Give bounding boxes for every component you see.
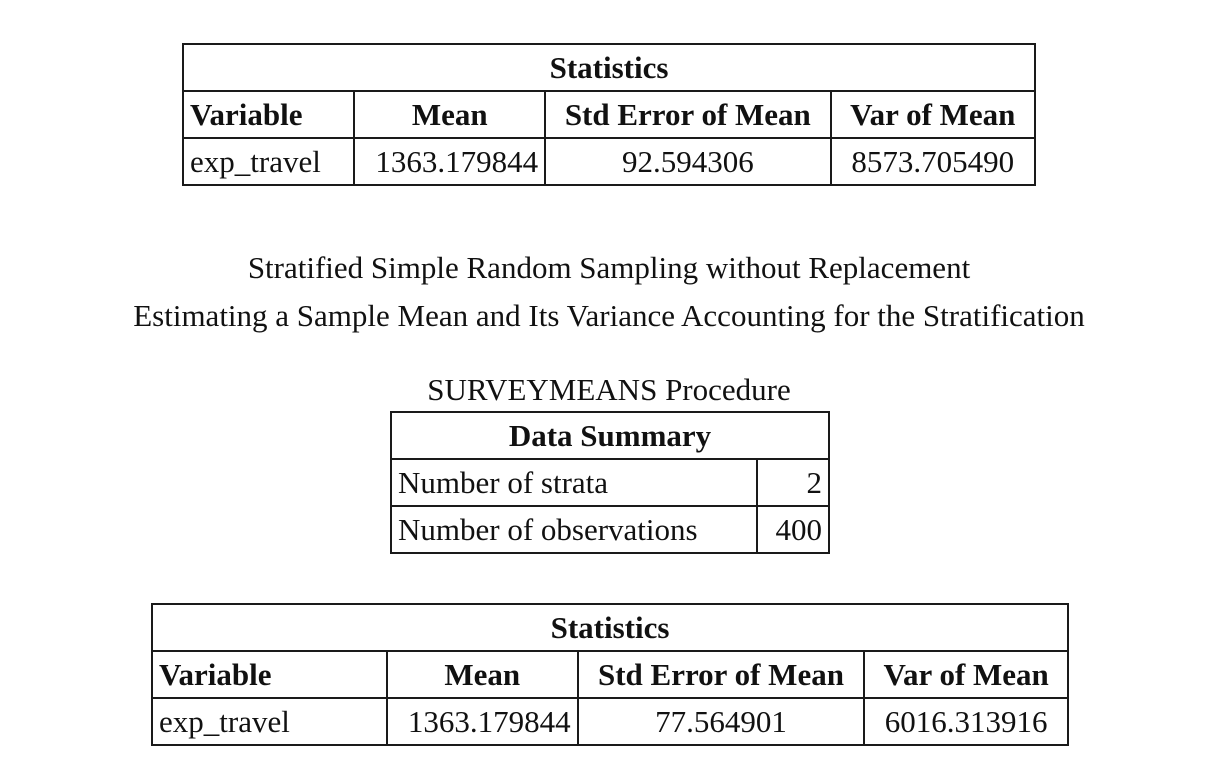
column-header-variable: Variable bbox=[181, 90, 356, 139]
table-title: Statistics bbox=[151, 603, 1069, 652]
report-title: Stratified Simple Random Sampling withou… bbox=[247, 250, 971, 285]
cell-std-error: 77.564901 bbox=[576, 697, 866, 746]
table-row: exp_travel 1363.179844 92.594306 8573.70… bbox=[181, 137, 1037, 186]
statistics-table-stratified: Statistics Variable Mean Std Error of Me… bbox=[151, 603, 1069, 746]
table-row: exp_travel 1363.179844 77.564901 6016.31… bbox=[151, 697, 1069, 746]
column-header-std-error: Std Error of Mean bbox=[544, 90, 832, 139]
summary-value-strata: 2 bbox=[756, 458, 830, 507]
statistics-table-srs: Statistics Variable Mean Std Error of Me… bbox=[181, 43, 1037, 186]
summary-label-strata: Number of strata bbox=[389, 458, 759, 507]
table-title: Data Summary bbox=[390, 411, 830, 460]
table-row: Number of observations 400 bbox=[389, 505, 830, 554]
column-header-std-error: Std Error of Mean bbox=[576, 650, 866, 699]
cell-variable: exp_travel bbox=[181, 137, 356, 186]
table-title-row: Statistics bbox=[182, 43, 1036, 92]
cell-var-of-mean: 6016.313916 bbox=[863, 697, 1069, 746]
table-header-row: Variable Mean Std Error of Mean Var of M… bbox=[151, 650, 1069, 699]
cell-var-of-mean: 8573.705490 bbox=[829, 137, 1037, 186]
table-title: Statistics bbox=[182, 43, 1036, 92]
data-summary-table: Data Summary Number of strata 2 Number o… bbox=[389, 411, 830, 554]
report-subtitle: Estimating a Sample Mean and Its Varianc… bbox=[133, 298, 1085, 333]
table-header-row: Variable Mean Std Error of Mean Var of M… bbox=[181, 90, 1037, 139]
table-title-row: Data Summary bbox=[390, 411, 830, 460]
table-row: Number of strata 2 bbox=[389, 458, 830, 507]
column-header-var-of-mean: Var of Mean bbox=[863, 650, 1069, 699]
column-header-mean: Mean bbox=[353, 90, 547, 139]
cell-std-error: 92.594306 bbox=[544, 137, 832, 186]
table-title-row: Statistics bbox=[151, 603, 1069, 652]
cell-variable: exp_travel bbox=[151, 697, 388, 746]
procedure-title: SURVEYMEANS Procedure bbox=[427, 372, 791, 407]
column-header-var-of-mean: Var of Mean bbox=[829, 90, 1037, 139]
summary-value-observations: 400 bbox=[756, 505, 830, 554]
summary-label-observations: Number of observations bbox=[389, 505, 759, 554]
cell-mean: 1363.179844 bbox=[385, 697, 579, 746]
cell-mean: 1363.179844 bbox=[353, 137, 547, 186]
column-header-mean: Mean bbox=[385, 650, 579, 699]
column-header-variable: Variable bbox=[151, 650, 388, 699]
